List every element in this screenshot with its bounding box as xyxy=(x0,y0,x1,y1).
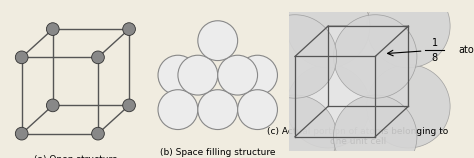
Text: 1: 1 xyxy=(432,38,438,48)
Circle shape xyxy=(46,99,59,112)
Circle shape xyxy=(123,23,136,35)
Circle shape xyxy=(178,55,218,95)
Circle shape xyxy=(158,55,198,95)
Circle shape xyxy=(198,21,237,61)
Polygon shape xyxy=(295,26,409,56)
Circle shape xyxy=(198,90,237,130)
Circle shape xyxy=(253,95,337,158)
Circle shape xyxy=(91,127,104,140)
Circle shape xyxy=(46,23,59,35)
Polygon shape xyxy=(375,26,409,137)
Circle shape xyxy=(367,0,450,68)
Circle shape xyxy=(286,65,370,148)
Circle shape xyxy=(334,15,417,98)
Circle shape xyxy=(367,65,450,148)
Text: (a) Open structure: (a) Open structure xyxy=(34,155,117,158)
Circle shape xyxy=(158,90,198,130)
Circle shape xyxy=(15,51,28,64)
Circle shape xyxy=(286,0,370,68)
Circle shape xyxy=(253,15,337,98)
Polygon shape xyxy=(295,56,375,137)
Polygon shape xyxy=(375,26,409,137)
Text: 8: 8 xyxy=(432,53,438,63)
Circle shape xyxy=(218,55,257,95)
Circle shape xyxy=(15,127,28,140)
Circle shape xyxy=(237,55,277,95)
Circle shape xyxy=(123,99,136,112)
Circle shape xyxy=(237,90,277,130)
Polygon shape xyxy=(295,56,375,137)
Text: atom: atom xyxy=(458,45,474,55)
Text: (b) Space filling structure: (b) Space filling structure xyxy=(160,148,275,157)
Circle shape xyxy=(334,95,417,158)
Circle shape xyxy=(91,51,104,64)
Polygon shape xyxy=(295,26,409,56)
Text: (c) Actual portion of atoms belonging to
one unit cell: (c) Actual portion of atoms belonging to… xyxy=(267,127,448,146)
